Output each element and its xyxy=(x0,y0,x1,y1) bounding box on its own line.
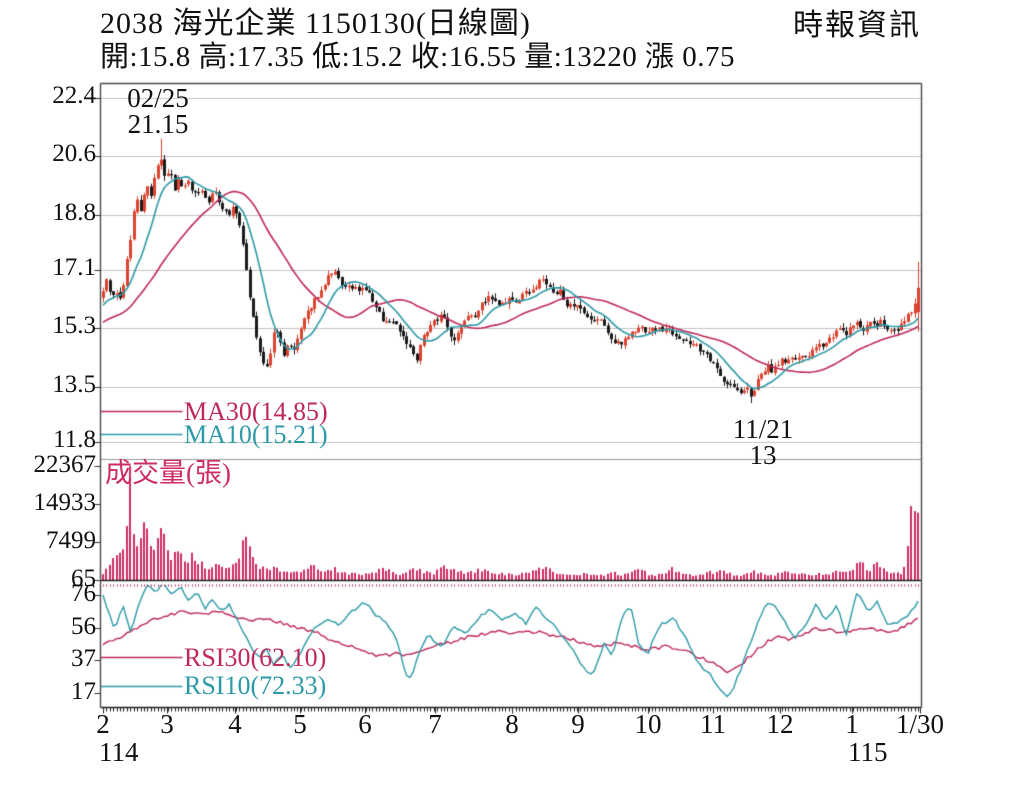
source-label: 時報資訊 xyxy=(793,9,921,42)
price-axis-tick: 15.3 xyxy=(52,312,96,339)
legend-ma30: MA30(14.85) xyxy=(184,397,328,426)
price-axis-tick: 22.4 xyxy=(52,82,96,109)
x-axis-month-tick: 3 xyxy=(160,709,174,739)
x-axis-year-label: 115 xyxy=(848,737,888,767)
x-axis-month-tick: 6 xyxy=(358,709,372,739)
price-axis-tick: 11.8 xyxy=(53,426,96,453)
x-axis-month-tick: 2 xyxy=(96,709,110,739)
ohlc-summary: 開:15.8 高:17.35 低:15.2 收:16.55 量:13220 漲 … xyxy=(100,41,736,73)
x-axis-month-tick: 12 xyxy=(766,709,794,739)
volume-panel-label: 成交量(張) xyxy=(105,458,231,488)
x-axis-month-tick: 9 xyxy=(571,709,585,739)
volume-axis-tick: 7499 xyxy=(46,527,96,554)
volume-axis-tick: 14933 xyxy=(33,489,97,516)
rsi-axis-tick: 56 xyxy=(71,613,96,640)
price-axis-tick: 17.1 xyxy=(52,254,96,281)
rsi-axis-tick: 37 xyxy=(71,645,96,672)
x-axis-month-tick: 1/30 xyxy=(895,709,945,739)
peak-annotation: 02/25 xyxy=(127,83,189,113)
trough-annotation: 11/21 xyxy=(732,414,794,444)
price-axis-tick: 18.8 xyxy=(52,199,96,226)
legend-rsi30: RSI30(62.10) xyxy=(184,643,327,672)
legend-rsi10: RSI10(72.33) xyxy=(184,671,327,700)
x-axis-month-tick: 11 xyxy=(700,709,726,739)
x-axis-month-tick: 5 xyxy=(293,709,307,739)
rsi-axis-tick: 76 xyxy=(71,580,96,607)
page-title: 2038 海光企業 1150130(日線圖) xyxy=(100,7,531,40)
legend-ma10: MA10(15.21) xyxy=(184,420,328,449)
x-axis-month-tick: 8 xyxy=(505,709,519,739)
volume-axis-tick: 22367 xyxy=(33,451,97,478)
x-axis-month-tick: 7 xyxy=(428,709,442,739)
trough-annotation: 13 xyxy=(749,440,777,470)
x-axis-month-tick: 4 xyxy=(228,709,242,739)
price-axis-tick: 20.6 xyxy=(52,140,96,167)
volume-axis-tick: 65 xyxy=(71,565,96,592)
rsi-axis-tick: 17 xyxy=(71,678,96,705)
x-axis-month-tick: 10 xyxy=(634,709,662,739)
price-axis-tick: 13.5 xyxy=(52,371,96,398)
x-axis-year-label: 114 xyxy=(99,737,139,767)
x-axis-month-tick: 1 xyxy=(845,709,859,739)
peak-annotation: 21.15 xyxy=(127,109,189,139)
